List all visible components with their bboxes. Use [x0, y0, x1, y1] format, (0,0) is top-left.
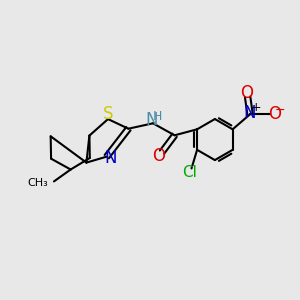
Text: S: S — [103, 105, 114, 123]
Text: N: N — [104, 149, 117, 167]
Text: O: O — [152, 147, 166, 165]
Text: N: N — [146, 111, 158, 129]
Text: H: H — [152, 110, 162, 123]
Text: O: O — [241, 84, 254, 102]
Text: N: N — [244, 104, 256, 122]
Text: −: − — [275, 103, 286, 117]
Text: CH₃: CH₃ — [28, 178, 49, 188]
Text: Cl: Cl — [183, 165, 197, 180]
Text: +: + — [250, 101, 261, 114]
Text: O: O — [268, 105, 281, 123]
